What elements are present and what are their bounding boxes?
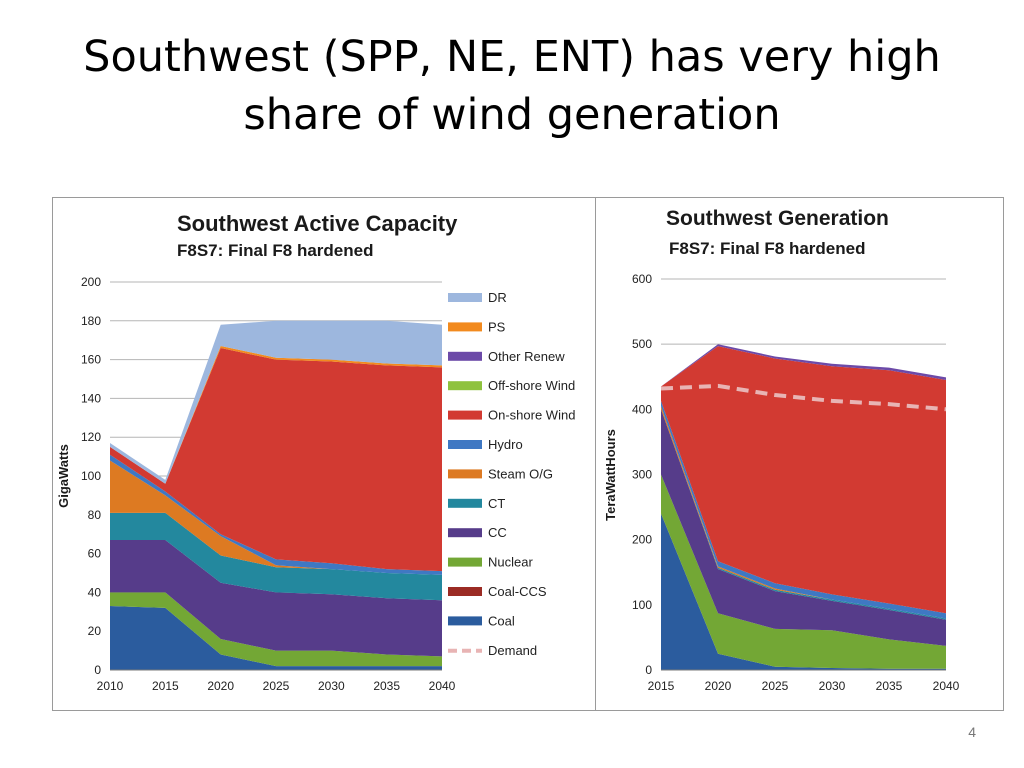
legend-swatch xyxy=(448,528,482,538)
chart-divider xyxy=(595,197,596,711)
legend-label: Demand xyxy=(488,643,537,658)
generation-area-on-shore-wind xyxy=(661,346,946,614)
capacity-chart: Southwest Active Capacity F8S7: Final F8… xyxy=(56,211,575,693)
legend-item-ps: PS xyxy=(448,319,506,334)
capacity-y-tick-label: 140 xyxy=(81,391,101,405)
generation-y-tick-label: 300 xyxy=(632,468,652,482)
legend-swatch xyxy=(448,616,482,626)
capacity-y-tick-label: 20 xyxy=(88,624,102,638)
capacity-x-tick-label: 2025 xyxy=(263,679,290,693)
capacity-area-steam-o-g xyxy=(110,460,442,575)
generation-y-tick-label: 400 xyxy=(632,402,652,416)
capacity-area-cc xyxy=(110,540,442,657)
legend-item-on-shore-wind: On-shore Wind xyxy=(448,408,575,423)
capacity-y-tick-label: 60 xyxy=(88,547,102,561)
capacity-chart-title: Southwest Active Capacity xyxy=(177,211,458,236)
generation-x-tick-label: 2035 xyxy=(876,679,903,693)
capacity-chart-subtitle: F8S7: Final F8 hardened xyxy=(177,241,374,260)
legend-label: PS xyxy=(488,319,506,334)
capacity-x-tick-label: 2035 xyxy=(373,679,400,693)
legend-label: Coal-CCS xyxy=(488,584,547,599)
capacity-y-tick-label: 0 xyxy=(94,663,101,677)
slide-title-line-1: Southwest (SPP, NE, ENT) has very high xyxy=(83,32,941,82)
legend-label: Hydro xyxy=(488,437,523,452)
capacity-y-tick-label: 80 xyxy=(88,508,102,522)
generation-y-axis-label: TeraWattHours xyxy=(603,429,618,521)
capacity-area-nuclear xyxy=(110,592,442,667)
legend-item-coal-ccs: Coal-CCS xyxy=(448,584,547,599)
capacity-y-tick-label: 40 xyxy=(88,585,102,599)
generation-chart-subtitle: F8S7: Final F8 hardened xyxy=(669,239,866,258)
legend-label: Other Renew xyxy=(488,349,565,364)
slide-title-line-2: share of wind generation xyxy=(243,90,781,140)
generation-y-tick-label: 0 xyxy=(645,663,652,677)
legend-label: Coal xyxy=(488,613,515,628)
legend-item-steam-o-g: Steam O/G xyxy=(448,466,553,481)
legend-swatch xyxy=(448,557,482,567)
capacity-x-tick-label: 2010 xyxy=(97,679,124,693)
capacity-area-coal xyxy=(110,606,442,670)
page-number: 4 xyxy=(968,724,976,740)
capacity-y-tick-label: 120 xyxy=(81,430,101,444)
legend-swatch xyxy=(448,381,482,391)
generation-area-nuclear xyxy=(661,474,946,669)
legend-label: DR xyxy=(488,290,507,305)
legend-item-off-shore-wind: Off-shore Wind xyxy=(448,378,575,393)
legend-swatch xyxy=(448,293,482,302)
legend-label: CC xyxy=(488,525,507,540)
legend-item-cc: CC xyxy=(448,525,507,540)
legend-swatch xyxy=(448,469,482,479)
slide-title: Southwest (SPP, NE, ENT) has very high s… xyxy=(0,28,1024,144)
legend-swatch xyxy=(448,440,482,449)
capacity-x-tick-label: 2015 xyxy=(152,679,179,693)
legend-swatch xyxy=(448,587,482,596)
legend-item-other-renew: Other Renew xyxy=(448,349,565,364)
legend-swatch xyxy=(448,351,482,361)
legend-label: Nuclear xyxy=(488,555,533,570)
generation-x-tick-label: 2015 xyxy=(648,679,675,693)
capacity-y-tick-label: 180 xyxy=(81,314,101,328)
generation-demand-line xyxy=(660,383,947,412)
generation-x-tick-label: 2025 xyxy=(762,679,789,693)
generation-y-tick-label: 500 xyxy=(632,337,652,351)
legend-item-dr: DR xyxy=(448,290,507,305)
generation-chart: Southwest Generation F8S7: Final F8 hard… xyxy=(603,207,960,693)
capacity-area-on-shore-wind xyxy=(110,348,442,572)
capacity-area-ct xyxy=(110,512,442,601)
legend-swatch xyxy=(448,498,482,508)
legend-label: Off-shore Wind xyxy=(488,378,575,393)
generation-y-tick-label: 200 xyxy=(632,533,652,547)
legend-label: CT xyxy=(488,496,505,511)
generation-x-tick-label: 2020 xyxy=(705,679,732,693)
capacity-y-tick-label: 160 xyxy=(81,353,101,367)
legend-item-nuclear: Nuclear xyxy=(448,555,533,570)
capacity-y-tick-label: 200 xyxy=(81,275,101,289)
capacity-area-dr xyxy=(110,320,442,484)
generation-area-coal xyxy=(661,513,946,670)
legend-item-hydro: Hydro xyxy=(448,437,523,452)
legend-swatch xyxy=(448,410,482,420)
capacity-y-axis-label: GigaWatts xyxy=(56,444,71,508)
legend-item-demand: Demand xyxy=(448,643,537,658)
legend-item-coal: Coal xyxy=(448,613,515,628)
generation-y-tick-label: 600 xyxy=(632,272,652,286)
generation-y-tick-label: 100 xyxy=(632,598,652,612)
legend-label: On-shore Wind xyxy=(488,408,575,423)
generation-x-tick-label: 2040 xyxy=(933,679,960,693)
legend-item-ct: CT xyxy=(448,496,505,511)
generation-x-tick-label: 2030 xyxy=(819,679,846,693)
generation-area-cc xyxy=(661,409,946,646)
legend-label: Steam O/G xyxy=(488,466,553,481)
capacity-x-tick-label: 2020 xyxy=(207,679,234,693)
capacity-y-tick-label: 100 xyxy=(81,469,101,483)
capacity-x-tick-label: 2040 xyxy=(429,679,456,693)
legend-swatch xyxy=(448,322,482,332)
generation-chart-title: Southwest Generation xyxy=(666,207,889,230)
capacity-x-tick-label: 2030 xyxy=(318,679,345,693)
